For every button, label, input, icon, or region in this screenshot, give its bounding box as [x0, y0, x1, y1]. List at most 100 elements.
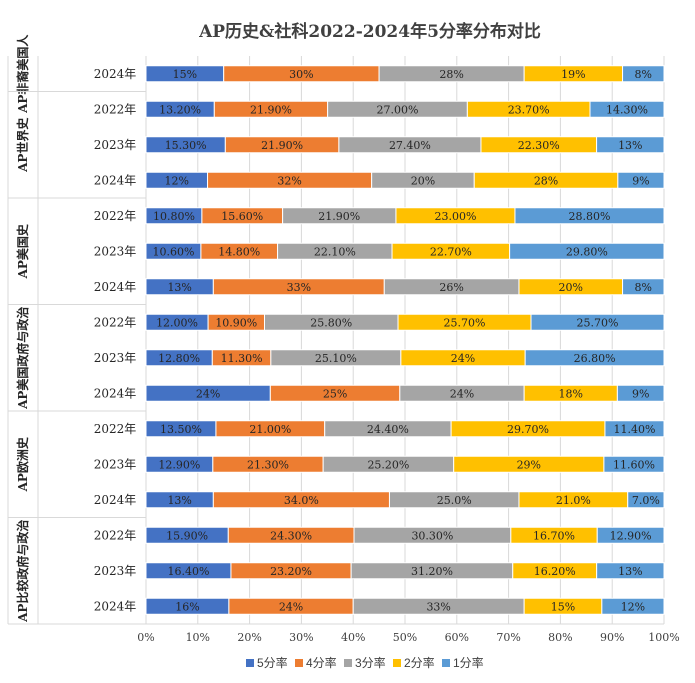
data-label: 12.00% — [156, 316, 198, 329]
legend-swatch — [393, 659, 401, 667]
bar-segment — [596, 526, 665, 544]
data-label: 25.10% — [315, 352, 357, 365]
data-label: 22.10% — [314, 245, 356, 258]
x-tick-label: 10% — [186, 631, 210, 644]
data-label: 12.80% — [158, 352, 200, 365]
data-label: 21.90% — [261, 139, 303, 152]
data-label: 34.0% — [284, 494, 319, 507]
data-label: 10.80% — [153, 210, 195, 223]
data-label: 20% — [559, 281, 583, 294]
bar-segment — [616, 384, 665, 402]
data-label: 13% — [618, 565, 642, 578]
data-label: 16.70% — [533, 529, 575, 542]
data-label: 12% — [621, 600, 645, 613]
data-label: 10.60% — [152, 245, 194, 258]
legend-label: 2分率 — [404, 655, 435, 670]
bar-segment — [622, 278, 665, 296]
legend-swatch — [295, 659, 303, 667]
bar-segment — [596, 562, 665, 580]
data-label: 25.20% — [367, 458, 409, 471]
data-label: 30.30% — [411, 529, 453, 542]
year-label: 2024年 — [94, 599, 137, 613]
data-label: 22.30% — [518, 139, 560, 152]
data-label: 21.90% — [250, 103, 292, 116]
bar-segment — [530, 313, 665, 331]
year-label: 2022年 — [94, 315, 137, 329]
data-label: 28% — [439, 68, 463, 81]
bar-segment — [596, 136, 665, 154]
legend-swatch — [442, 659, 450, 667]
year-label: 2023年 — [94, 564, 137, 578]
data-label: 14.80% — [218, 245, 260, 258]
data-label: 24% — [451, 352, 475, 365]
data-label: 10.90% — [215, 316, 257, 329]
data-label: 25.0% — [437, 494, 472, 507]
category-frame: AP非裔美国人 2024年 AP世界史 2022年 2023年 2024年 AP美国史 202… — [7, 34, 664, 625]
subject-label: AP欧洲史 — [15, 436, 30, 492]
data-label: 24.30% — [270, 529, 312, 542]
data-label: 7.0% — [632, 494, 660, 507]
data-label: 25.70% — [444, 316, 486, 329]
data-label: 24% — [196, 387, 220, 400]
legend-label: 1分率 — [453, 655, 484, 670]
year-label: 2024年 — [94, 67, 137, 81]
x-tick-label: 0% — [137, 631, 154, 644]
data-label: 25.70% — [577, 316, 619, 329]
data-label: 15% — [173, 68, 197, 81]
data-label: 15.30% — [165, 139, 207, 152]
data-label: 30% — [289, 68, 313, 81]
data-label: 11.30% — [221, 352, 263, 365]
data-label: 29.80% — [566, 245, 608, 258]
x-tick-label: 60% — [445, 631, 469, 644]
year-label: 2022年 — [94, 528, 137, 542]
legend-label: 3分率 — [355, 655, 386, 670]
data-label: 11.40% — [613, 423, 655, 436]
data-label: 33% — [287, 281, 311, 294]
data-label: 22.70% — [430, 245, 472, 258]
data-label: 13% — [618, 139, 642, 152]
data-label: 12.90% — [610, 529, 652, 542]
legend: 5分率 4分率 3分率 2分率 1分率 — [246, 655, 484, 670]
data-label: 24% — [279, 600, 303, 613]
data-label: 21.90% — [318, 210, 360, 223]
year-label: 2024年 — [94, 173, 137, 187]
year-label: 2022年 — [94, 209, 137, 223]
x-tick-label: 90% — [600, 631, 624, 644]
data-label: 12.90% — [158, 458, 200, 471]
year-label: 2022年 — [94, 102, 137, 116]
bar-segment — [589, 100, 665, 118]
data-label: 28.80% — [569, 210, 611, 223]
year-label: 2024年 — [94, 280, 137, 294]
bar-segment — [627, 491, 665, 509]
data-label: 15.90% — [166, 529, 208, 542]
legend-swatch — [344, 659, 352, 667]
bar-segment — [509, 242, 665, 260]
data-label: 24% — [450, 387, 474, 400]
legend-label: 5分率 — [257, 655, 288, 670]
data-label: 9% — [632, 387, 649, 400]
data-label: 21.00% — [249, 423, 291, 436]
bar-segment — [603, 455, 665, 473]
data-label: 14.30% — [606, 103, 648, 116]
data-label: 27.00% — [377, 103, 419, 116]
subject-label: AP美国史 — [15, 223, 30, 279]
data-label: 16.20% — [534, 565, 576, 578]
bar-segment — [601, 597, 665, 615]
year-label: 2023年 — [94, 457, 137, 471]
legend-swatch — [246, 659, 254, 667]
x-tick-label: 30% — [289, 631, 313, 644]
data-label: 23.70% — [508, 103, 550, 116]
subject-label: AP比较政府与政治 — [15, 520, 30, 623]
data-label: 12% — [165, 174, 189, 187]
subject-label: AP美国政府与政治 — [15, 307, 30, 410]
data-label: 24.40% — [367, 423, 409, 436]
data-label: 29% — [517, 458, 541, 471]
data-label: 16% — [175, 600, 199, 613]
bar-segment — [514, 207, 665, 225]
data-label: 19% — [561, 68, 585, 81]
x-axis: 0% 10% 20% 30% 40% 50% 60% 70% 80% 90% 100% — [137, 631, 679, 644]
x-tick-label: 100% — [648, 631, 679, 644]
bar-segment — [617, 171, 665, 189]
x-tick-label: 20% — [237, 631, 261, 644]
